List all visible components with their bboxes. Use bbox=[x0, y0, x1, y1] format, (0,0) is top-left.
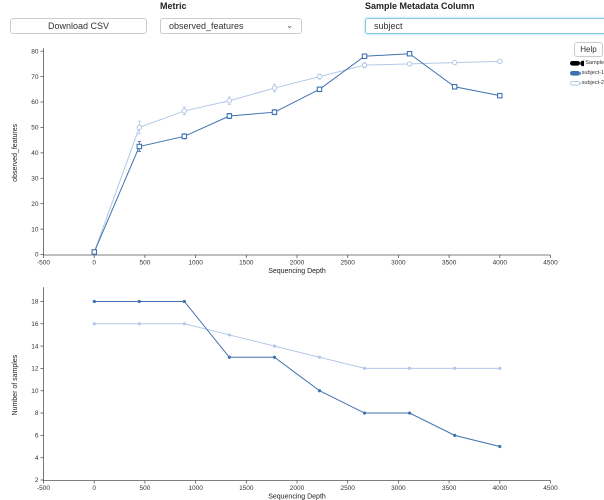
help-button[interactable]: Help bbox=[574, 42, 603, 57]
metric-select-value: observed_features bbox=[169, 21, 244, 31]
svg-text:4: 4 bbox=[35, 455, 39, 462]
number-of-samples-chart: -500 0 500 1000 1500 2000 2500 3000 3500 4000 4500… bbox=[12, 287, 558, 500]
svg-text:4000: 4000 bbox=[493, 485, 508, 492]
svg-text:3000: 3000 bbox=[391, 260, 406, 267]
legend-label: subject-1 bbox=[581, 70, 604, 76]
svg-text:2500: 2500 bbox=[340, 485, 355, 492]
metric-label: Metric bbox=[160, 1, 187, 11]
svg-text:80: 80 bbox=[31, 48, 39, 55]
metric-select[interactable]: observed_features ⌄ bbox=[160, 18, 302, 34]
svg-text:3500: 3500 bbox=[442, 485, 457, 492]
svg-text:6: 6 bbox=[35, 433, 39, 440]
svg-text:-500: -500 bbox=[37, 260, 50, 267]
legend-item: subject-1 bbox=[570, 68, 604, 78]
sample-metadata-column-input[interactable] bbox=[365, 18, 604, 34]
svg-text:2: 2 bbox=[35, 477, 39, 484]
svg-text:500: 500 bbox=[139, 260, 150, 267]
svg-text:40: 40 bbox=[31, 150, 39, 157]
svg-text:4500: 4500 bbox=[543, 485, 558, 492]
svg-text:10: 10 bbox=[31, 226, 39, 233]
svg-text:70: 70 bbox=[31, 74, 39, 81]
svg-text:3500: 3500 bbox=[442, 260, 457, 267]
svg-text:4500: 4500 bbox=[543, 260, 558, 267]
svg-text:1000: 1000 bbox=[188, 485, 203, 492]
legend-label: subject-2 bbox=[581, 80, 604, 86]
svg-text:30: 30 bbox=[31, 175, 39, 182]
svg-text:0: 0 bbox=[92, 485, 96, 492]
svg-text:60: 60 bbox=[31, 99, 39, 106]
download-csv-button[interactable]: Download CSV bbox=[10, 18, 147, 34]
legend-swatch-icon bbox=[570, 70, 581, 76]
svg-text:18: 18 bbox=[31, 299, 39, 306]
legend-swatch-icon bbox=[570, 80, 581, 86]
svg-text:2000: 2000 bbox=[290, 260, 305, 267]
svg-text:2500: 2500 bbox=[340, 260, 355, 267]
legend-item: subject-2 bbox=[570, 78, 604, 88]
svg-text:500: 500 bbox=[139, 485, 150, 492]
svg-text:Sequencing Depth: Sequencing Depth bbox=[268, 494, 326, 500]
svg-text:0: 0 bbox=[35, 252, 39, 259]
legend-label: Sample bbox=[585, 60, 604, 66]
observed-features-chart: -500 0 500 1000 1500 2000 2500 3000 3500 4000 4500… bbox=[12, 48, 558, 275]
sample-metadata-column-label: Sample Metadata Column bbox=[365, 1, 475, 11]
svg-text:20: 20 bbox=[31, 201, 39, 208]
legend-item: Sample bbox=[570, 58, 604, 68]
svg-text:1500: 1500 bbox=[239, 485, 254, 492]
svg-text:8: 8 bbox=[35, 410, 39, 417]
svg-text:4000: 4000 bbox=[493, 260, 508, 267]
svg-text:2000: 2000 bbox=[290, 485, 305, 492]
svg-text:3000: 3000 bbox=[391, 485, 406, 492]
svg-text:50: 50 bbox=[31, 125, 39, 132]
svg-text:-500: -500 bbox=[37, 485, 50, 492]
svg-text:Number of samples: Number of samples bbox=[12, 354, 19, 415]
legend-swatch-icon bbox=[570, 60, 585, 66]
chevron-down-icon: ⌄ bbox=[286, 21, 293, 30]
svg-text:0: 0 bbox=[92, 260, 96, 267]
svg-text:1000: 1000 bbox=[188, 260, 203, 267]
svg-text:Sequencing Depth: Sequencing Depth bbox=[268, 268, 326, 275]
svg-text:1500: 1500 bbox=[239, 260, 254, 267]
svg-text:observed_features: observed_features bbox=[12, 123, 19, 181]
svg-text:14: 14 bbox=[31, 343, 39, 350]
svg-text:10: 10 bbox=[31, 388, 39, 395]
series-legend: Sample subject-1 subject-2 bbox=[570, 58, 604, 88]
svg-text:12: 12 bbox=[31, 366, 39, 373]
svg-text:16: 16 bbox=[31, 321, 39, 328]
